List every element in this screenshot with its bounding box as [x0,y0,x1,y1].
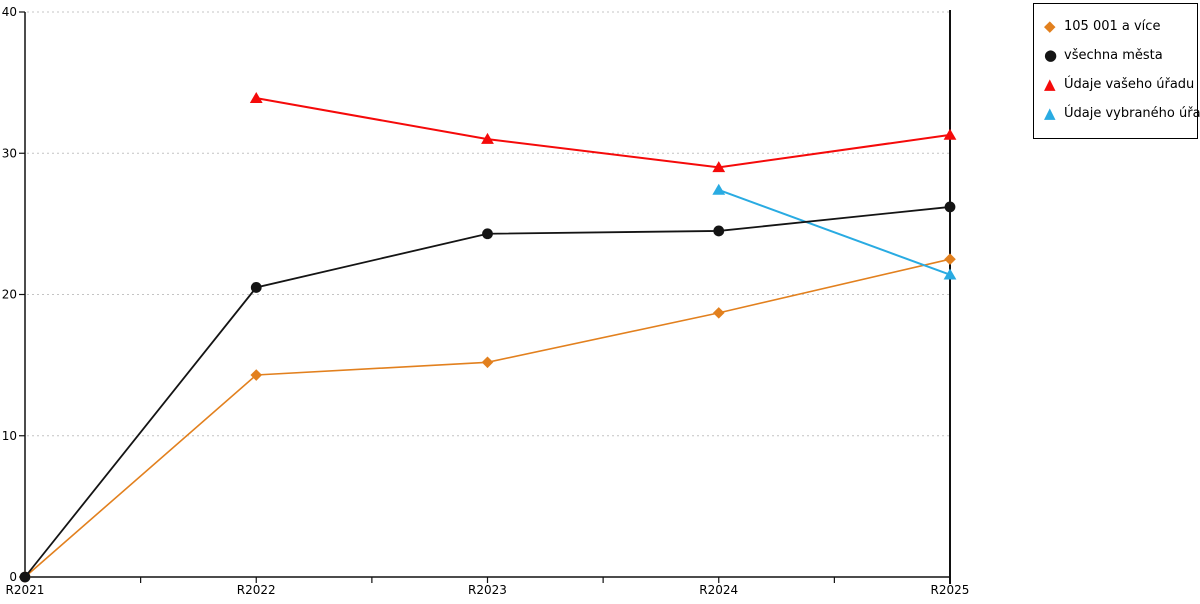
x-tick-label: R2022 [237,583,276,597]
x-tick-label: R2023 [468,583,507,597]
diamond-marker [712,307,725,319]
legend-item: ▲ Údaje vybraného úřadu [1044,99,1200,128]
series-line [24,258,951,578]
legend-label: Údaje vašeho úřadu [1064,77,1195,92]
y-tick-label: 40 [2,5,17,19]
y-tick-label: 10 [2,429,17,443]
series-line [256,97,951,169]
y-tick-label: 20 [2,288,17,302]
x-tick-label: R2025 [931,583,970,597]
triangle-marker [712,183,726,195]
legend-item: ▲ Údaje vašeho úřadu [1044,70,1194,99]
chart-legend: ◆ 105 001 a více ● všechna města ▲ Údaje… [1033,3,1200,139]
diamond-marker [481,356,494,369]
circle-marker [713,225,725,237]
triangle-marker-icon: ▲ [1044,104,1056,122]
triangle-marker [712,161,726,173]
circle-marker [944,201,956,213]
circle-marker [19,571,31,583]
series-line [718,189,951,276]
triangle-marker [481,132,494,144]
diamond-marker [250,369,263,381]
circle-marker [250,282,262,293]
y-tick-label: 0 [9,570,17,584]
y-tick-label: 30 [2,146,17,160]
legend-label: 105 001 a více [1064,19,1161,34]
circle-marker [482,228,493,240]
triangle-marker [943,128,957,140]
x-tick-label: R2024 [699,583,738,597]
x-tick-label: R2021 [6,583,45,597]
diamond-marker-icon: ◆ [1044,17,1056,35]
triangle-marker [249,91,263,103]
legend-label: Údaje vybraného úřadu [1064,106,1200,121]
circle-marker-icon: ● [1044,46,1058,64]
triangle-marker [943,268,957,280]
legend-label: všechna města [1064,48,1163,63]
triangle-marker-icon: ▲ [1044,75,1056,93]
diamond-marker [944,253,956,265]
legend-item: ◆ 105 001 a více [1044,12,1187,41]
legend-item: ● všechna města [1044,41,1187,70]
series-line [24,206,951,578]
